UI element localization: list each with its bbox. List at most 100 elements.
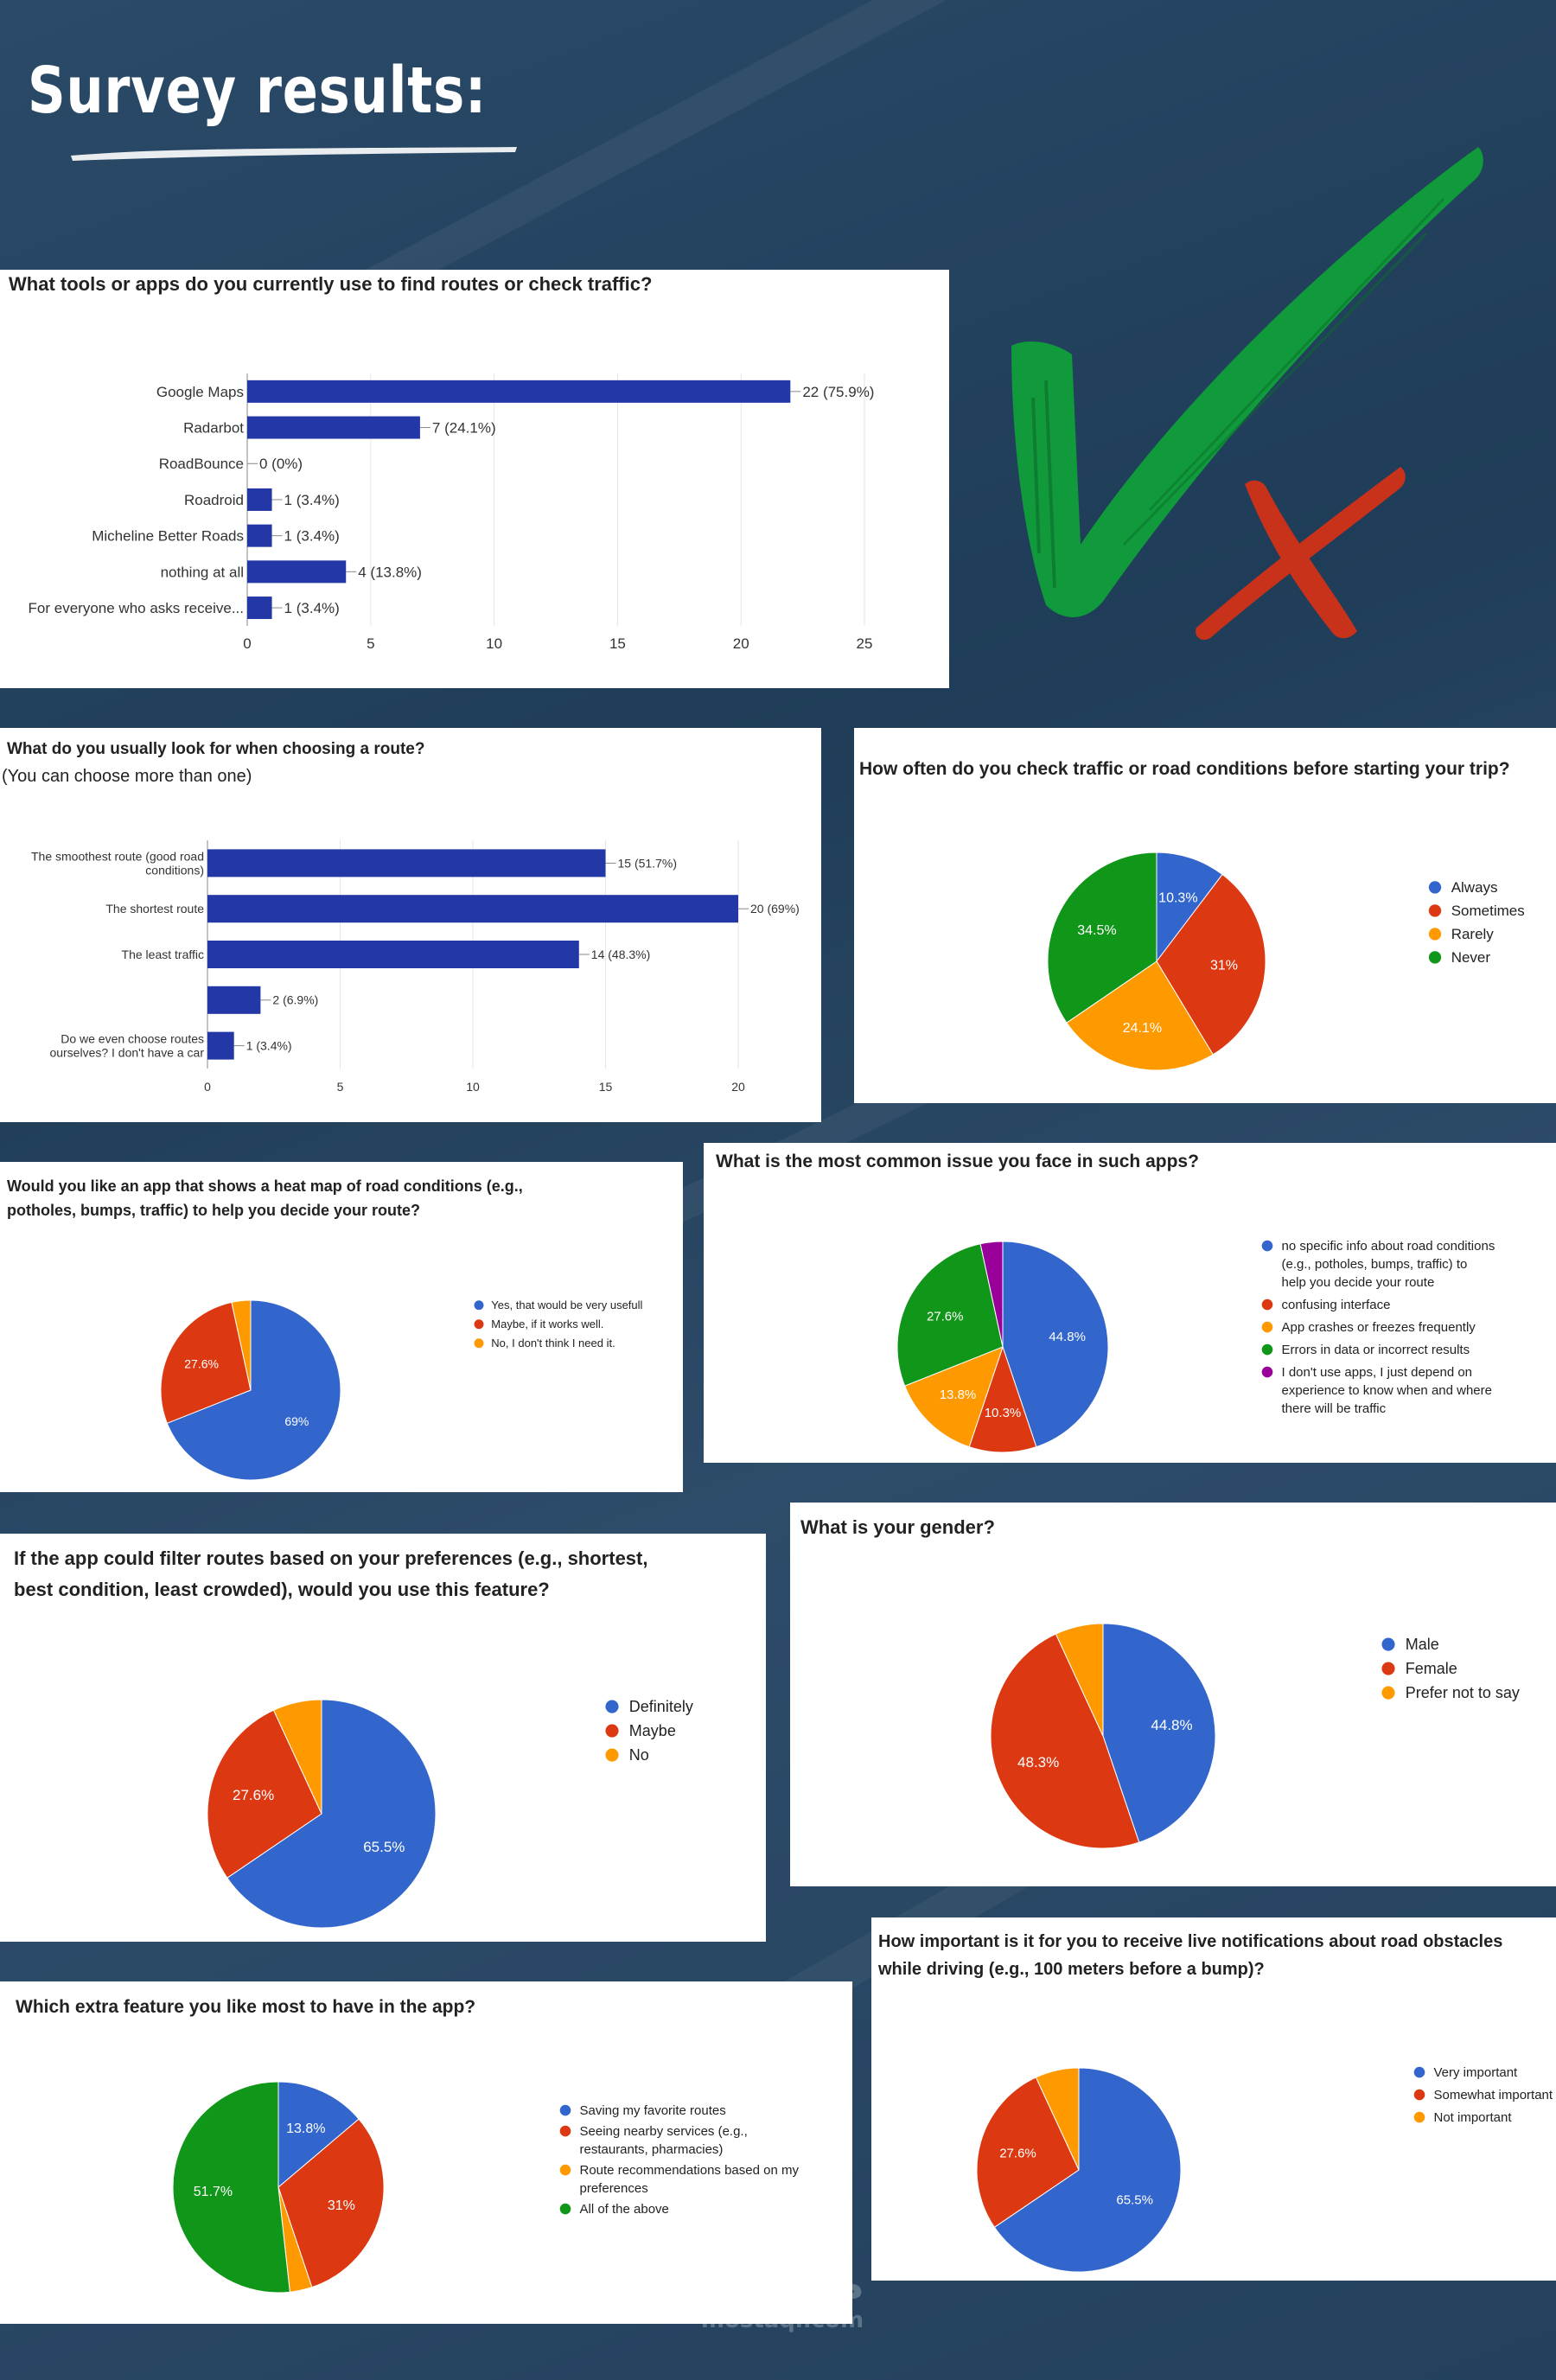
category-label: The smoothest route (good road <box>31 849 204 863</box>
chart-card-check-frequency: How often do you check traffic or road c… <box>854 728 1556 1103</box>
slice-label: 24.1% <box>1123 1021 1162 1036</box>
watermark-latin: mostaql.com <box>701 2307 864 2333</box>
chart-title: How often do you check traffic or road c… <box>859 759 1510 779</box>
pie-slice <box>231 1299 252 1391</box>
slice-label: 27.6% <box>999 2147 1036 2161</box>
slice-label: 13.8% <box>286 2122 325 2136</box>
bar-chart-tools: What tools or apps do you currently use … <box>9 273 874 652</box>
slice-label: 27.6% <box>184 1357 219 1371</box>
legend-label: Yes, that would be very usefull <box>491 1298 642 1311</box>
pie-slice <box>207 1709 322 1879</box>
pie-slice <box>272 1699 322 1815</box>
legend-swatch <box>1381 1662 1395 1675</box>
legend-swatch <box>474 1338 484 1349</box>
slice-label: 27.6% <box>233 1787 274 1803</box>
legend-label: Always <box>1451 879 1498 896</box>
legend-label: Sometimes <box>1451 903 1525 919</box>
pie-slice <box>226 1699 437 1929</box>
legend-label: Definitely <box>629 1698 693 1715</box>
category-label: Roadroid <box>184 492 244 508</box>
value-label: 1 (3.4%) <box>284 528 340 545</box>
legend-swatch <box>1381 1686 1395 1700</box>
value-label: 1 (3.4%) <box>246 1039 292 1053</box>
slice-label: 69% <box>284 1414 309 1428</box>
legend-swatch <box>1261 1321 1273 1333</box>
x-tick-label: 15 <box>609 635 626 652</box>
legend-swatch <box>1428 928 1442 941</box>
legend-label: Maybe <box>629 1722 676 1739</box>
value-label: 14 (48.3%) <box>591 948 650 961</box>
category-label: RoadBounce <box>159 456 244 472</box>
slice-label: 31% <box>328 2198 355 2213</box>
bar <box>207 941 579 968</box>
chart-card-extra-feature: Which extra feature you like most to hav… <box>0 1981 852 2324</box>
slice-label: 10.3% <box>985 1406 1022 1420</box>
x-tick-label: 20 <box>733 635 749 652</box>
bar <box>247 416 420 439</box>
pie-slice <box>166 1299 341 1481</box>
legend-label: Errors in data or incorrect results <box>1282 1343 1470 1357</box>
watermark-arabic: مستقل <box>700 2257 864 2309</box>
x-tick-label: 25 <box>857 635 873 652</box>
legend-swatch <box>1413 2089 1425 2101</box>
value-label: 2 (6.9%) <box>272 993 318 1007</box>
pie-slice <box>1066 960 1214 1071</box>
bar <box>247 597 272 620</box>
slice-label: 13.8% <box>940 1388 977 1402</box>
category-label: Micheline Better Roads <box>92 528 244 545</box>
slice-label: 51.7% <box>194 2185 233 2199</box>
value-label: 4 (13.8%) <box>358 564 422 580</box>
legend-label: Route recommendations based on my <box>580 2163 800 2178</box>
watermark: مستقل mostaql.com <box>700 2257 864 2333</box>
pie-chart-notifications: How important is it for you to receive l… <box>877 1932 1553 2273</box>
x-tick-label: 5 <box>337 1080 344 1094</box>
slice-label: 65.5% <box>1116 2192 1153 2207</box>
chart-card-route-criteria: What do you usually look for when choosi… <box>0 728 821 1122</box>
legend-label: confusing interface <box>1282 1298 1391 1312</box>
legend-label: Very important <box>1434 2065 1519 2080</box>
legend-swatch <box>474 1300 484 1311</box>
category-label: For everyone who asks receive... <box>29 600 244 616</box>
chart-card-gender: What is your gender? 44.8% 48.3% Male Femal… <box>790 1503 1556 1886</box>
legend-label: Seeing nearby services (e.g., <box>580 2124 748 2139</box>
legend-label: Somewhat important <box>1434 2088 1553 2102</box>
chart-card-common-issue: What is the most common issue you face i… <box>704 1143 1556 1463</box>
legend-swatch <box>1428 881 1442 894</box>
bar <box>247 560 347 584</box>
pie-slice <box>160 1301 252 1424</box>
x-tick-label: 5 <box>367 635 374 652</box>
pie-slice <box>1035 2067 1080 2171</box>
bar <box>207 986 261 1014</box>
category-label: Do we even choose routes <box>61 1032 204 1046</box>
pie-slice <box>990 1633 1140 1849</box>
pie-chart-extra-feature: Which extra feature you like most to hav… <box>16 1997 800 2294</box>
pie-chart-common-issue: What is the most common issue you face i… <box>716 1152 1495 1453</box>
legend-swatch <box>1261 1343 1273 1356</box>
legend-label: help you decide your route <box>1282 1275 1435 1290</box>
value-label: 20 (69%) <box>750 902 800 916</box>
pie-chart-heat-map: Would you like an app that shows a heat … <box>7 1177 643 1481</box>
pie-chart-gender: What is your gender? 44.8% 48.3% Male Femal… <box>800 1516 1520 1849</box>
legend-label: restaurants, pharmacies) <box>580 2142 724 2157</box>
pie-slice <box>896 1243 1004 1387</box>
pie-chart-check-frequency: How often do you check traffic or road c… <box>859 759 1525 1071</box>
legend-label: No <box>629 1746 649 1764</box>
bar <box>207 1031 234 1060</box>
chart-title-line: while driving (e.g., 100 meters before a… <box>877 1960 1265 1979</box>
slice-label: 44.8% <box>1151 1717 1192 1733</box>
legend-label: App crashes or freezes frequently <box>1282 1320 1476 1335</box>
page-title: Survey results: <box>28 54 488 128</box>
category-label: ourselves? I don't have a car <box>49 1046 204 1060</box>
category-label: The least traffic <box>122 948 204 961</box>
pie-slice <box>1156 873 1266 1056</box>
x-tick-label: 15 <box>599 1080 613 1094</box>
chart-card-heat-map: Would you like an app that shows a heat … <box>0 1162 683 1492</box>
legend-label: Saving my favorite routes <box>580 2103 726 2118</box>
legend-label: I don't use apps, I just depend on <box>1282 1365 1473 1380</box>
category-label: nothing at all <box>161 564 244 580</box>
chart-title: Which extra feature you like most to hav… <box>16 1997 475 2017</box>
legend-label: Male <box>1406 1636 1439 1653</box>
slice-label: 65.5% <box>363 1839 405 1855</box>
slice-label: 34.5% <box>1077 923 1116 938</box>
x-tick-label: 20 <box>731 1080 745 1094</box>
